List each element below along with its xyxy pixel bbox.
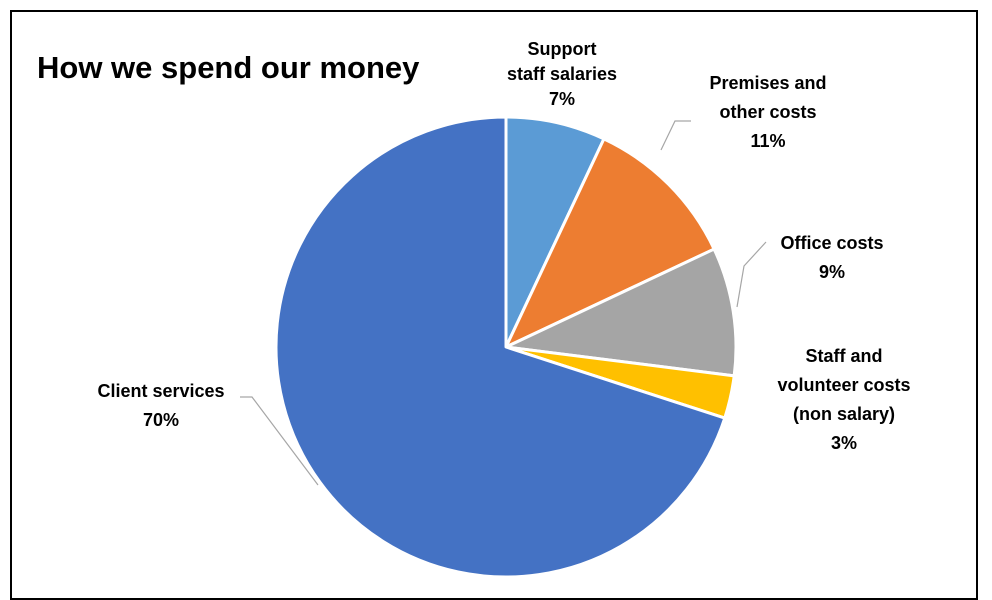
pie-slice-office-costs xyxy=(504,247,738,378)
pie-slice-premises-and-other-costs xyxy=(504,137,716,349)
leader-line-premises-and-other-costs xyxy=(660,120,691,151)
pie-slices xyxy=(274,115,738,579)
slice-label-support-staff-salaries: Support staff salaries 7% xyxy=(507,39,617,109)
slice-label-staff-and-volunteer-costs-non-salary: Staff and volunteer costs (non salary) 3% xyxy=(777,346,910,453)
slice-label-client-services: Client services 70% xyxy=(97,381,224,430)
slice-label-premises-and-other-costs: Premises and other costs 11% xyxy=(709,73,826,151)
pie-slice-support-staff-salaries xyxy=(504,115,606,349)
slice-labels: Support staff salaries 7% Premises and other… xyxy=(97,39,910,453)
leader-line-client-services xyxy=(240,396,319,486)
leader-line-office-costs xyxy=(736,241,767,308)
pie-slice-client-services xyxy=(274,115,727,579)
leader-lines xyxy=(240,120,767,486)
chart-title: How we spend our money xyxy=(37,50,420,85)
slice-label-office-costs: Office costs 9% xyxy=(780,233,883,282)
